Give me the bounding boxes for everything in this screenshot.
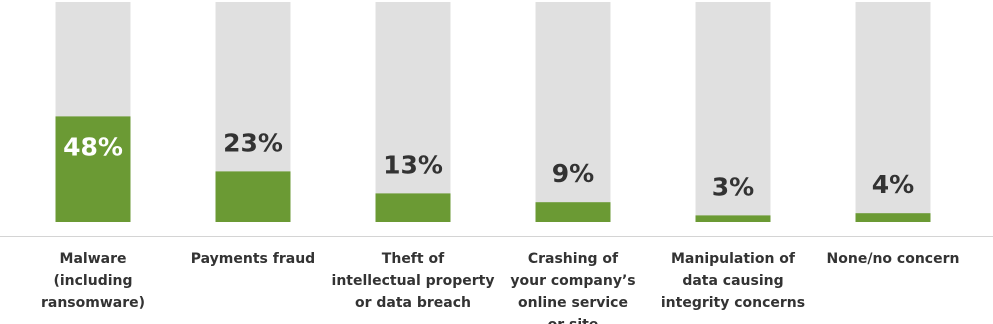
value-label: 3% xyxy=(712,172,754,201)
bar xyxy=(55,116,131,222)
bar xyxy=(855,213,931,222)
bar-track xyxy=(855,2,931,222)
value-label: 13% xyxy=(383,150,443,179)
category-label: or site xyxy=(548,317,599,324)
category-label: Malware xyxy=(60,251,127,267)
value-label: 4% xyxy=(872,170,914,199)
value-label: 9% xyxy=(552,159,594,188)
category-label: Manipulation of xyxy=(671,251,796,267)
category-label: your company’s xyxy=(510,273,635,289)
value-label: 23% xyxy=(223,128,283,157)
category-label: Crashing of xyxy=(528,251,619,267)
category-label: intellectual property xyxy=(332,273,495,289)
category-label: or data breach xyxy=(355,295,471,311)
bar xyxy=(695,215,771,222)
value-label: 48% xyxy=(63,132,123,161)
category-label: online service xyxy=(518,295,628,311)
category-label: Payments fraud xyxy=(191,251,315,267)
bar-track xyxy=(695,2,771,222)
bar xyxy=(535,202,611,222)
bar-track xyxy=(375,2,451,222)
category-label: Theft of xyxy=(382,251,445,267)
bar xyxy=(375,193,451,222)
bar-track xyxy=(535,2,611,222)
category-label: ransomware) xyxy=(41,295,145,311)
category-label: data causing xyxy=(682,273,783,289)
bar xyxy=(215,171,291,222)
category-label: None/no concern xyxy=(827,251,960,267)
category-label: (including xyxy=(53,273,132,289)
category-label: integrity concerns xyxy=(661,295,805,311)
